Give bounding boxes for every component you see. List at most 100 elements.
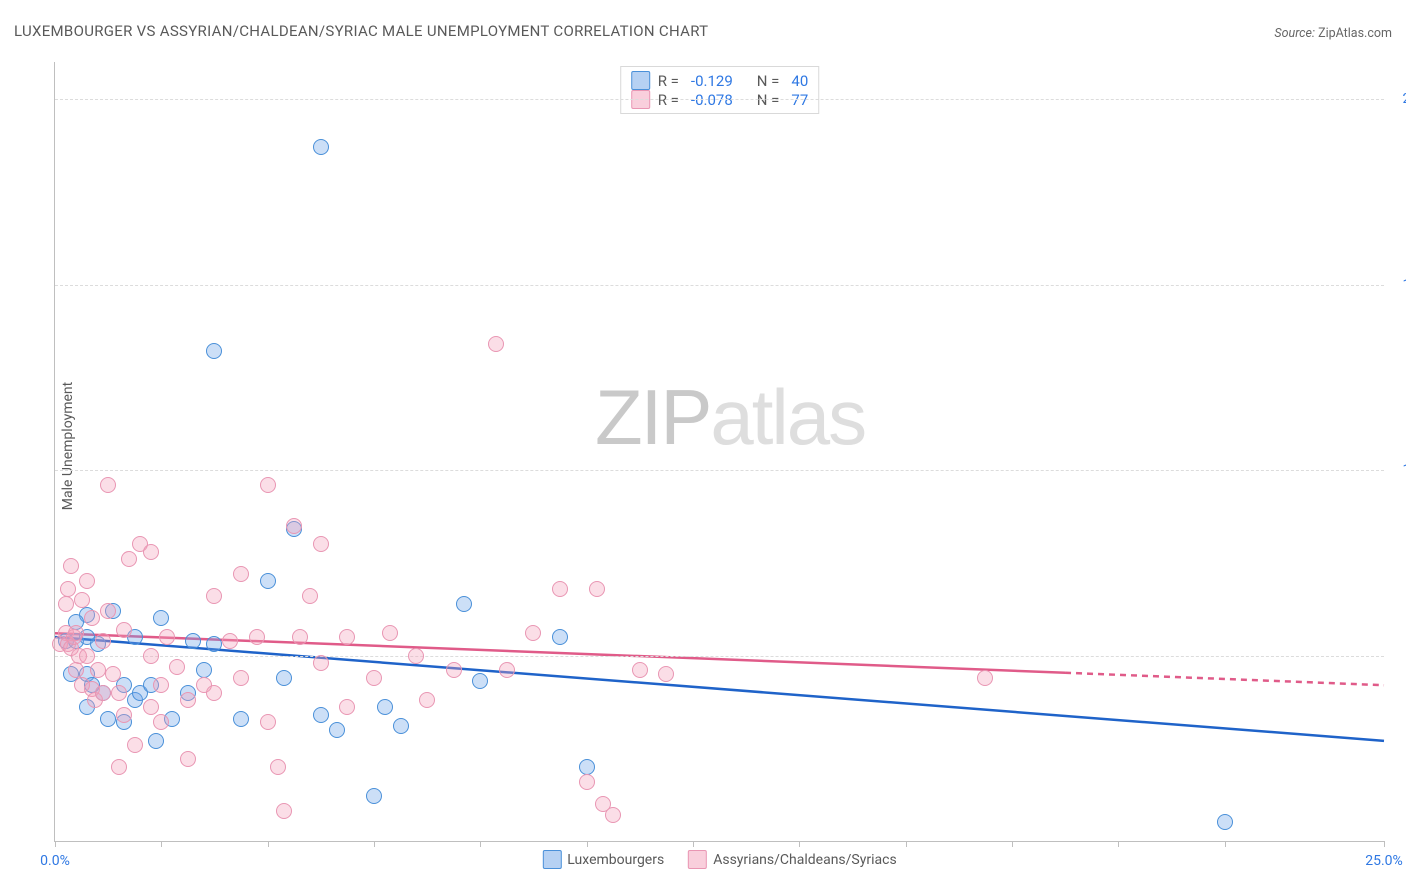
data-point-b: [525, 625, 541, 641]
data-point-a: [153, 610, 169, 626]
data-point-b: [605, 807, 621, 823]
data-point-b: [68, 662, 84, 678]
data-point-b: [60, 581, 76, 597]
x-tick-mark: [374, 841, 375, 847]
data-point-b: [159, 629, 175, 645]
data-point-a: [1217, 814, 1233, 830]
trend-line: [1065, 673, 1384, 685]
data-point-a: [206, 343, 222, 359]
source-attribution: Source: ZipAtlas.com: [1274, 26, 1392, 41]
data-point-b: [233, 670, 249, 686]
y-tick-label: 5.0%: [1390, 648, 1406, 664]
source-label: Source:: [1274, 26, 1315, 41]
data-point-a: [196, 662, 212, 678]
data-point-b: [111, 759, 127, 775]
data-point-b: [499, 662, 515, 678]
data-point-b: [419, 692, 435, 708]
trend-line: [55, 637, 1384, 741]
x-tick-mark: [587, 841, 588, 847]
x-tick-mark: [161, 841, 162, 847]
x-tick-mark: [799, 841, 800, 847]
x-tick-mark: [1012, 841, 1013, 847]
x-tick-mark: [906, 841, 907, 847]
series-legend: Luxembourgers Assyrians/Chaldeans/Syriac…: [542, 850, 896, 869]
data-point-b: [552, 581, 568, 597]
data-point-b: [313, 536, 329, 552]
data-point-b: [180, 692, 196, 708]
data-point-b: [95, 633, 111, 649]
legend-item-b: Assyrians/Chaldeans/Syriacs: [688, 850, 896, 869]
x-tick-mark: [268, 841, 269, 847]
data-point-b: [121, 551, 137, 567]
data-point-a: [393, 718, 409, 734]
data-point-b: [339, 699, 355, 715]
swatch-a-icon: [542, 850, 561, 869]
swatch-b-icon: [688, 850, 707, 869]
data-point-b: [143, 544, 159, 560]
data-point-b: [292, 629, 308, 645]
data-point-b: [180, 751, 196, 767]
data-point-b: [977, 670, 993, 686]
legend-label-b: Assyrians/Chaldeans/Syriacs: [713, 852, 896, 868]
gridline: [55, 656, 1384, 657]
data-point-b: [233, 566, 249, 582]
data-point-a: [456, 596, 472, 612]
data-point-b: [222, 633, 238, 649]
data-point-a: [579, 759, 595, 775]
data-point-a: [377, 699, 393, 715]
data-point-b: [658, 666, 674, 682]
x-tick-label: 25.0%: [1365, 853, 1403, 869]
data-point-b: [579, 774, 595, 790]
data-point-a: [260, 573, 276, 589]
data-point-b: [100, 477, 116, 493]
data-point-a: [313, 707, 329, 723]
x-tick-label: 0.0%: [40, 853, 70, 869]
data-point-a: [552, 629, 568, 645]
data-point-b: [84, 610, 100, 626]
x-tick-mark: [1118, 841, 1119, 847]
source-value: ZipAtlas.com: [1318, 26, 1392, 41]
data-point-b: [339, 629, 355, 645]
data-point-b: [153, 714, 169, 730]
data-point-b: [116, 622, 132, 638]
data-point-b: [100, 603, 116, 619]
x-tick-mark: [480, 841, 481, 847]
data-point-a: [148, 733, 164, 749]
data-point-a: [206, 636, 222, 652]
data-point-b: [408, 648, 424, 664]
y-tick-label: 20.0%: [1390, 91, 1406, 107]
data-point-b: [206, 685, 222, 701]
data-point-b: [143, 648, 159, 664]
chart-plot-area: ZIPatlas R = -0.129 N = 40 R = -0.078 N …: [54, 62, 1384, 842]
x-tick-mark: [55, 841, 56, 847]
gridline: [55, 470, 1384, 471]
data-point-a: [366, 788, 382, 804]
data-point-b: [90, 662, 106, 678]
x-tick-mark: [1384, 841, 1385, 847]
data-point-b: [632, 662, 648, 678]
legend-item-a: Luxembourgers: [542, 850, 664, 869]
legend-label-a: Luxembourgers: [567, 852, 664, 868]
data-point-b: [260, 477, 276, 493]
data-point-b: [127, 737, 143, 753]
y-tick-label: 15.0%: [1390, 277, 1406, 293]
data-point-b: [270, 759, 286, 775]
data-point-b: [382, 625, 398, 641]
chart-svg-layer: [55, 62, 1384, 841]
x-tick-mark: [693, 841, 694, 847]
data-point-b: [276, 803, 292, 819]
data-point-b: [249, 629, 265, 645]
data-point-b: [488, 336, 504, 352]
data-point-b: [169, 659, 185, 675]
data-point-a: [100, 711, 116, 727]
data-point-a: [185, 633, 201, 649]
data-point-b: [63, 558, 79, 574]
data-point-b: [260, 714, 276, 730]
data-point-a: [329, 722, 345, 738]
data-point-b: [302, 588, 318, 604]
data-point-b: [153, 677, 169, 693]
data-point-a: [472, 673, 488, 689]
chart-title: LUXEMBOURGER VS ASSYRIAN/CHALDEAN/SYRIAC…: [14, 22, 708, 40]
gridline: [55, 285, 1384, 286]
data-point-a: [276, 670, 292, 686]
